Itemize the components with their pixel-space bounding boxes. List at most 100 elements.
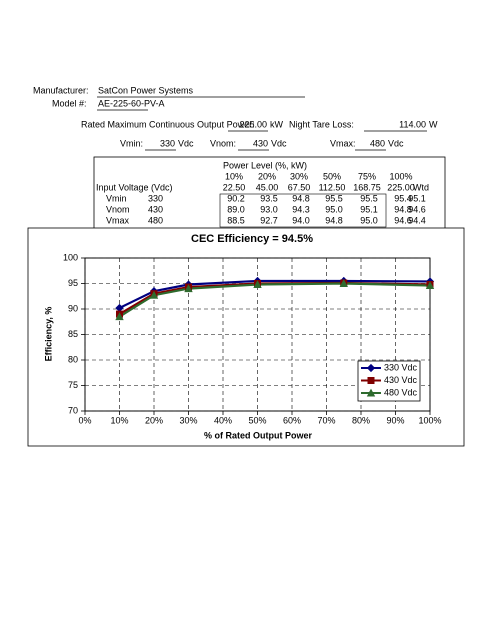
- table-cell: 95.5: [325, 193, 343, 203]
- table-cell: 100%: [389, 171, 412, 181]
- table-cell: 75%: [358, 171, 376, 181]
- x-tick-label: 100%: [418, 415, 441, 425]
- unit: Vdc: [178, 138, 194, 148]
- table-cell: 30%: [290, 171, 308, 181]
- unit: Vdc: [388, 138, 404, 148]
- x-tick-label: 90%: [386, 415, 404, 425]
- chart: CEC Efficiency = 94.5% Efficiency, % % o…: [27, 227, 465, 447]
- table-cell: 67.50: [288, 182, 311, 192]
- table-cell: 95.5: [360, 193, 378, 203]
- marker: [366, 363, 376, 373]
- series-line: [118, 282, 431, 318]
- y-axis-label: Efficiency, %: [43, 307, 53, 362]
- x-tick-label: 10%: [110, 415, 128, 425]
- marker: [115, 312, 124, 321]
- y-tick-label: 90: [68, 303, 78, 313]
- marker: [339, 279, 348, 288]
- legend-label: 430 Vdc: [384, 375, 418, 385]
- label: Vmin:: [120, 138, 143, 148]
- y-tick-label: 85: [68, 329, 78, 339]
- marker: [425, 281, 435, 290]
- table-cell: Input Voltage (Vdc): [96, 182, 173, 192]
- table-cell: 430: [148, 204, 163, 214]
- table-cell: Vnom: [106, 204, 130, 214]
- x-tick-label: 0%: [78, 415, 91, 425]
- field-value: 114.00: [399, 119, 426, 129]
- label: Night Tare Loss:: [289, 119, 354, 129]
- label: Rated Maximum Continuous Output Power:: [81, 119, 255, 129]
- unit: kW: [270, 119, 284, 129]
- legend-label: 480 Vdc: [384, 387, 418, 397]
- series-line: [119, 279, 431, 309]
- table-cell: 90.2: [227, 193, 245, 203]
- table-cell: 94.8: [325, 215, 343, 225]
- table-cell: 112.50: [319, 182, 346, 192]
- table-cell: 94.6: [408, 204, 426, 214]
- table-cell: 95.4: [394, 193, 412, 203]
- table-cell: Vmin: [106, 193, 127, 203]
- y-tick-label: 75: [68, 380, 78, 390]
- field-value: 480: [370, 138, 385, 148]
- table-cell: Wtd: [413, 182, 429, 192]
- marker: [366, 388, 376, 397]
- table-cell: 10%: [225, 171, 243, 181]
- table-cell: 50%: [323, 171, 341, 181]
- x-tick-label: 20%: [145, 415, 163, 425]
- y-tick-label: 70: [68, 405, 78, 415]
- table-cell: 92.7: [260, 215, 278, 225]
- table-cell: 94.0: [292, 215, 310, 225]
- table-cell: 95.0: [325, 204, 343, 214]
- table-title: Power Level (%, kW): [223, 160, 307, 170]
- table-cell: 94.6: [394, 215, 412, 225]
- legend: 330 Vdc 430 Vdc 480 Vdc: [357, 360, 421, 402]
- x-tick-label: 70%: [317, 415, 335, 425]
- label: Manufacturer:: [33, 85, 89, 95]
- x-axis-label: % of Rated Output Power: [204, 430, 312, 440]
- table-cell: 94.8: [292, 193, 310, 203]
- table-cell: 94.3: [292, 204, 310, 214]
- table-cell: 95.1: [360, 204, 378, 214]
- field-value: 430: [253, 138, 268, 148]
- x-tick-label: 40%: [214, 415, 232, 425]
- y-tick-label: 80: [68, 354, 78, 364]
- field-value: SatCon Power Systems: [98, 85, 194, 95]
- table-cell: 225.00: [387, 182, 415, 192]
- label: Vmax:: [330, 138, 356, 148]
- chart-title: CEC Efficiency = 94.5%: [191, 233, 313, 245]
- table-cell: 20%: [258, 171, 276, 181]
- x-tick-label: 50%: [248, 415, 266, 425]
- unit: W: [429, 119, 438, 129]
- label: Vnom:: [210, 138, 236, 148]
- table-cell: 330: [148, 193, 163, 203]
- x-tick-label: 80%: [352, 415, 370, 425]
- table-cell: 95.0: [360, 215, 378, 225]
- marker: [184, 284, 193, 293]
- plot-border: [84, 257, 431, 412]
- x-tick-label: 30%: [179, 415, 197, 425]
- legend-label: 330 Vdc: [384, 362, 418, 372]
- table-cell: 22.50: [223, 182, 246, 192]
- table-cell: 94.4: [408, 215, 426, 225]
- y-tick-label: 95: [68, 278, 78, 288]
- table-cell: Vmax: [106, 215, 130, 225]
- label: Model #:: [52, 98, 87, 108]
- table-cell: 94.8: [394, 204, 412, 214]
- unit: Vdc: [271, 138, 287, 148]
- y-tick-label: 100: [63, 252, 78, 262]
- table-cell: 93.5: [260, 193, 278, 203]
- document: Manufacturer: SatCon Power Systems Model #…: [33, 85, 446, 230]
- table-cell: 45.00: [256, 182, 279, 192]
- x-tick-label: 60%: [283, 415, 301, 425]
- table-cell: 93.0: [260, 204, 278, 214]
- table-data-box: [219, 193, 387, 228]
- table-cell: 480: [148, 215, 163, 225]
- marker: [253, 280, 262, 289]
- table-cell: 168.75: [353, 182, 381, 192]
- table-cell: 95.1: [408, 193, 426, 203]
- field-value: AE-225-60-PV-A: [98, 98, 165, 108]
- table-cell: 88.5: [227, 215, 245, 225]
- field-value: 330: [160, 138, 175, 148]
- table-cell: 89.0: [227, 204, 245, 214]
- marker: [149, 290, 159, 299]
